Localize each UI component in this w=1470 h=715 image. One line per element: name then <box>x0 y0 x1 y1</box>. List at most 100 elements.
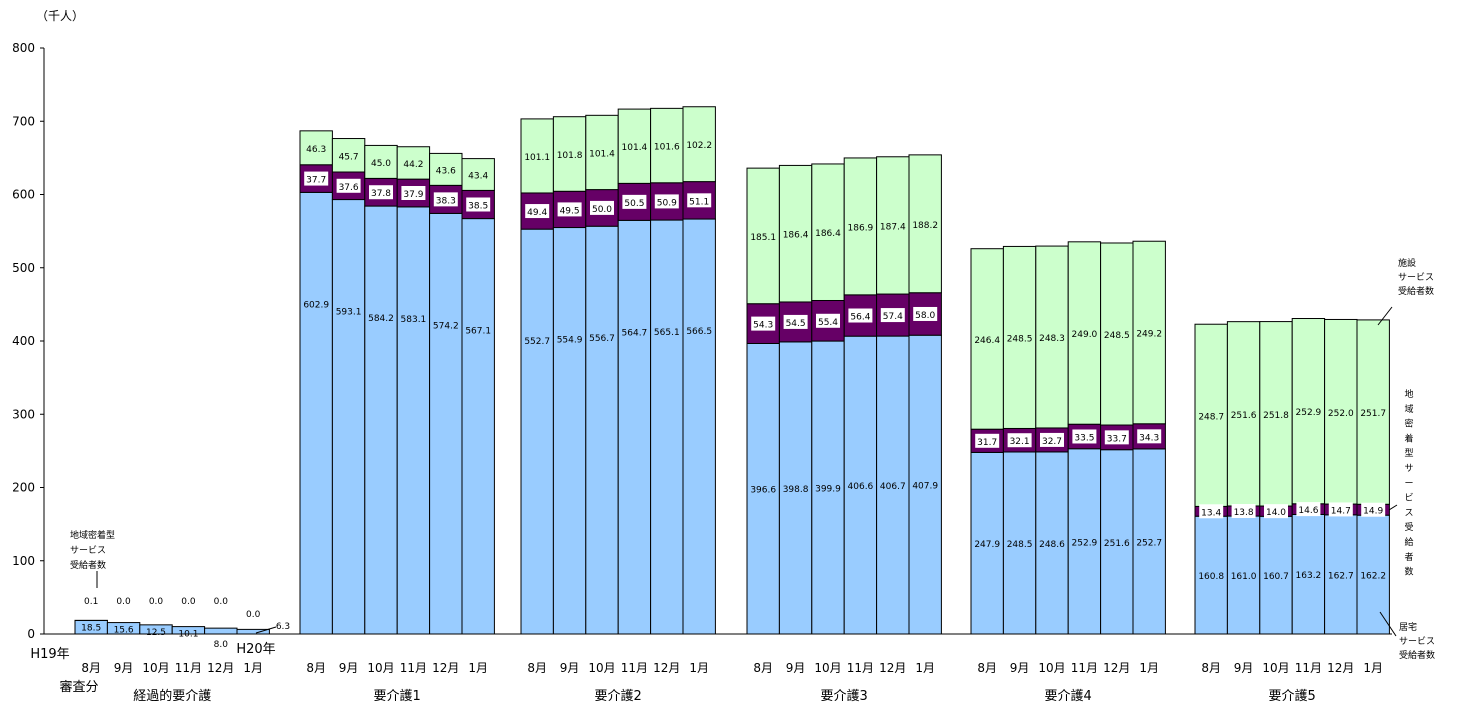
community-value-label: 51.1 <box>689 197 709 207</box>
community-label-box <box>1072 429 1097 444</box>
community-label-box <box>1104 430 1129 445</box>
y-tick-label: 800 <box>12 41 35 55</box>
community-label-box <box>880 308 905 323</box>
community-label-box <box>1361 502 1386 517</box>
community-label-box <box>1199 504 1224 519</box>
bar-facility <box>778 164 813 303</box>
facility-value-label: 43.6 <box>436 166 456 176</box>
y-tick-label: 600 <box>12 188 35 202</box>
home-value-label: 160.8 <box>1198 572 1224 582</box>
group-label: 要介護4 <box>1045 688 1092 704</box>
month-label: 12月 <box>1103 661 1130 675</box>
month-label: 1月 <box>915 661 935 675</box>
legend-facility-line: サービス <box>1398 272 1434 283</box>
month-label: 1月 <box>1139 661 1159 675</box>
community-value-label: 57.4 <box>883 312 903 322</box>
home-value-label: 583.1 <box>401 315 427 325</box>
community-label-box <box>913 306 938 321</box>
facility-value-label: 46.3 <box>306 145 326 155</box>
bar-facility <box>617 108 652 184</box>
group-label: 要介護2 <box>595 688 642 704</box>
month-label: 1月 <box>1363 661 1383 675</box>
month-label: 1月 <box>689 661 709 675</box>
home-label-leader <box>255 626 277 634</box>
bar-facility <box>1100 242 1134 426</box>
home-value-label: 18.5 <box>81 623 101 633</box>
group-label: 経過的要介護 <box>133 688 211 704</box>
legend-community-char: 受 <box>1404 521 1413 533</box>
bar-home <box>876 335 910 635</box>
bar-facility <box>520 118 554 194</box>
legend-home-leader <box>1379 611 1397 637</box>
community-value-label: 34.3 <box>1139 433 1159 443</box>
bar-facility <box>1226 321 1261 507</box>
facility-value-label: 248.7 <box>1198 412 1224 422</box>
community-value-label: 32.7 <box>1042 437 1062 447</box>
facility-value-label: 44.2 <box>403 160 423 170</box>
month-label: 11月 <box>1071 661 1098 675</box>
community-label-box <box>751 316 776 331</box>
community-label-box <box>336 178 361 193</box>
home-value-label: 10.1 <box>178 630 198 640</box>
facility-value-label: 187.4 <box>880 222 906 232</box>
month-label: 9月 <box>114 661 134 675</box>
y-tick-label: 0 <box>27 627 35 641</box>
bar-facility <box>364 144 398 179</box>
group-label: 要介護1 <box>374 688 421 704</box>
legend-facility-line: 施設 <box>1398 257 1416 269</box>
home-value-label: 602.9 <box>303 300 329 310</box>
facility-value-label: 45.7 <box>339 152 359 162</box>
bar-home <box>364 205 398 635</box>
home-value-label: 396.6 <box>750 486 776 496</box>
legend-community-char: 着 <box>1404 432 1413 444</box>
bar-home <box>908 334 942 635</box>
home-value-label: 161.0 <box>1231 572 1257 582</box>
facility-value-label: 246.4 <box>974 336 1000 346</box>
legend-community-char: 密 <box>1404 418 1413 430</box>
month-label: 12月 <box>653 661 680 675</box>
community-value-label: 37.8 <box>371 189 391 199</box>
facility-value-label: 251.7 <box>1360 409 1386 419</box>
facility-value-label: 249.2 <box>1136 330 1162 340</box>
bar-home <box>585 225 619 635</box>
community-value-label: 0.0 <box>116 597 131 607</box>
community-annotation-line: 地域密着型 <box>70 529 115 541</box>
bar-home <box>299 191 333 635</box>
facility-value-label: 101.4 <box>622 143 648 153</box>
home-value-label: 556.7 <box>589 334 615 344</box>
bar-facility <box>1194 323 1228 507</box>
bar-home <box>552 227 587 635</box>
month-label: 10月 <box>588 661 615 675</box>
community-label-box <box>466 197 491 212</box>
bar-home <box>236 628 270 635</box>
legend-community-char: ー <box>1404 479 1413 489</box>
facility-value-label: 248.3 <box>1039 334 1065 344</box>
facility-value-label: 43.4 <box>468 172 488 182</box>
legend-community-char: ス <box>1404 508 1413 518</box>
bar-facility <box>908 154 942 294</box>
home-value-label: 12.5 <box>146 628 166 638</box>
home-value-label: 252.9 <box>1072 538 1098 548</box>
bar-home <box>1291 513 1326 635</box>
community-value-label: 14.7 <box>1331 506 1351 516</box>
community-label-box <box>783 314 808 329</box>
home-value-label: 247.9 <box>974 540 1000 550</box>
legend-community-char: 地 <box>1404 388 1413 400</box>
month-label: 12月 <box>207 661 234 675</box>
facility-value-label: 251.6 <box>1231 411 1257 421</box>
group-label: 要介護5 <box>1269 688 1316 704</box>
bar-home <box>396 206 431 635</box>
month-label: 10月 <box>1262 661 1289 675</box>
bar-home <box>970 451 1004 635</box>
community-label-box <box>1137 429 1162 444</box>
bar-home <box>650 219 684 635</box>
community-value-label: 37.6 <box>339 183 359 193</box>
month-label: 12月 <box>879 661 906 675</box>
community-value-label: 37.9 <box>403 190 423 200</box>
bar-facility <box>650 107 684 184</box>
community-value-label: 0.0 <box>246 610 261 620</box>
month-label: 11月 <box>175 661 202 675</box>
legend-home-line: 受給者数 <box>1399 649 1435 661</box>
bar-facility <box>331 138 366 173</box>
mid-year-label: H20年 <box>236 642 275 657</box>
